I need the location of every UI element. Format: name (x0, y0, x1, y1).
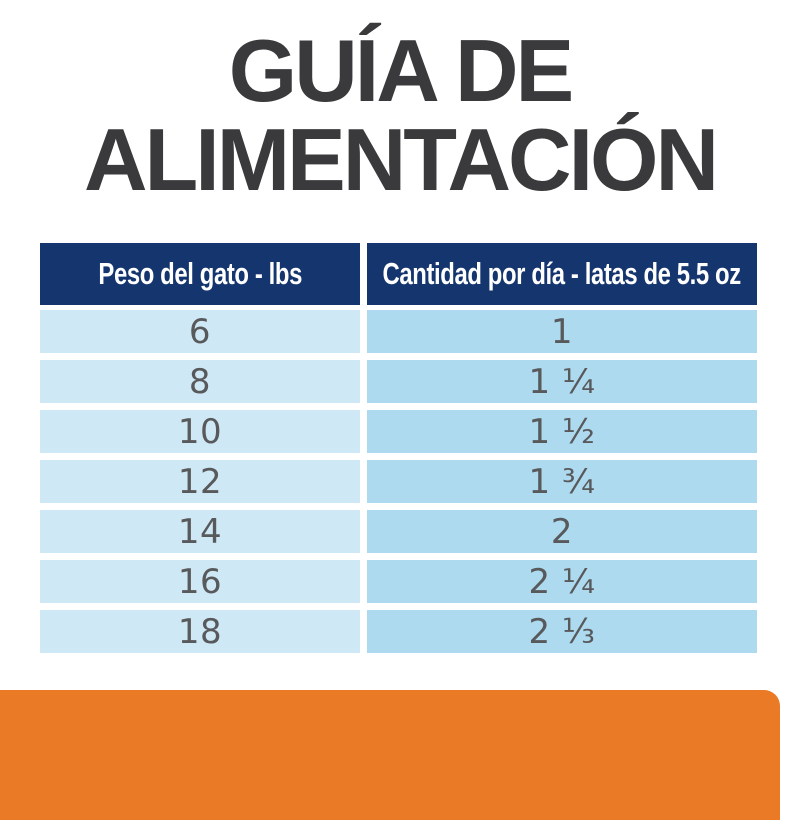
table-row: 16 2 ¼ (40, 560, 757, 603)
weight-cell: 10 (40, 410, 360, 453)
weight-cell: 16 (40, 560, 360, 603)
column-header-amount: Cantidad por día - latas de 5.5 oz (367, 243, 757, 305)
table-header-row: Peso del gato - lbs Cantidad por día - l… (40, 243, 757, 305)
amount-cell: 1 ¾ (367, 460, 757, 503)
table-row: 12 1 ¾ (40, 460, 757, 503)
amount-cell: 2 ⅓ (367, 610, 757, 653)
column-header-weight-label: Peso del gato - lbs (98, 256, 302, 291)
table-row: 10 1 ½ (40, 410, 757, 453)
weight-cell: 6 (40, 310, 360, 353)
amount-cell: 1 (367, 310, 757, 353)
weight-cell: 14 (40, 510, 360, 553)
amount-cell: 1 ½ (367, 410, 757, 453)
page-title: GUÍA DE ALIMENTACIÓN (0, 26, 800, 204)
amount-cell: 2 ¼ (367, 560, 757, 603)
column-header-weight: Peso del gato - lbs (40, 243, 360, 305)
amount-cell: 1 ¼ (367, 360, 757, 403)
title-line-2: ALIMENTACIÓN (83, 110, 719, 209)
amount-cell: 2 (367, 510, 757, 553)
table-row: 14 2 (40, 510, 757, 553)
column-header-amount-label: Cantidad por día - latas de 5.5 oz (382, 256, 742, 291)
weight-cell: 18 (40, 610, 360, 653)
brand-footer-bar (0, 690, 780, 820)
table-row: 18 2 ⅓ (40, 610, 757, 653)
weight-cell: 12 (40, 460, 360, 503)
weight-cell: 8 (40, 360, 360, 403)
feeding-guide-table: Peso del gato - lbs Cantidad por día - l… (40, 243, 757, 653)
title-line-1: GUÍA DE (228, 21, 574, 120)
